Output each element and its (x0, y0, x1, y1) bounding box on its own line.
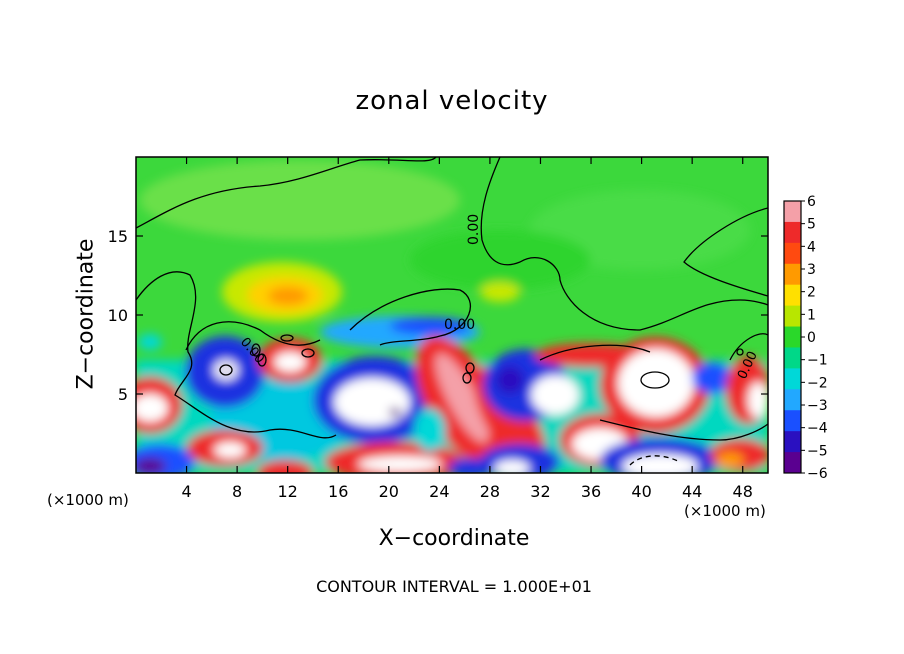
colorbar-label: 0 (807, 330, 816, 346)
y-tick-label: 15 (108, 227, 128, 246)
colorbar-label: 4 (807, 239, 816, 255)
colorbar-swatch (784, 452, 801, 474)
colorbar-swatch (784, 410, 801, 432)
colorbar-label: 1 (807, 307, 816, 323)
x-tick-label: 40 (631, 482, 651, 501)
colorbar-swatch (784, 284, 801, 307)
x-axis-label: X−coordinate (378, 526, 530, 551)
x-tick-label: 28 (480, 482, 500, 501)
colorbar: 6 5 4 3 2 1 0 −1 −2 −3 −4 −5 −6 (783, 194, 828, 482)
y-axis: 5 10 15 (108, 227, 768, 404)
colorbar-swatch (784, 201, 801, 223)
colorbar-label: −2 (807, 375, 828, 391)
colorbar-swatch (784, 431, 801, 453)
x-tick-label: 44 (682, 482, 702, 501)
colorbar-swatch (784, 242, 801, 265)
chart-title: zonal velocity (355, 86, 549, 116)
contour-label-2: 0.00 (444, 317, 475, 333)
x-tick-label: 36 (581, 482, 601, 501)
colorbar-label: −5 (807, 443, 828, 459)
colorbar-label: −1 (807, 353, 828, 369)
colorbar-label: −6 (807, 466, 828, 482)
colorbar-swatch (784, 389, 801, 411)
colorbar-swatch (784, 368, 801, 390)
y-tick-label: 5 (118, 385, 128, 404)
colorbar-label: 6 (807, 194, 816, 210)
x-tick-label: 16 (328, 482, 348, 501)
colorbar-label: 3 (807, 262, 816, 278)
colorbar-swatch (784, 326, 801, 348)
x-tick-label: 24 (429, 482, 449, 501)
colorbar-swatch (784, 305, 801, 328)
y-tick-label: 10 (108, 306, 128, 325)
x-tick-label: 20 (379, 482, 399, 501)
x-unit-label-left: (×1000 m) (47, 491, 129, 509)
contour-interval-note: CONTOUR INTERVAL = 1.000E+01 (316, 577, 592, 596)
x-tick-label: 12 (278, 482, 298, 501)
x-axis: 4 8 12 16 20 24 28 32 36 40 44 48 (181, 157, 753, 501)
contour-label-1: 0.00 (466, 214, 482, 245)
heatmap-field: 0.00 0.00 0.00 0.00 (136, 157, 768, 473)
colorbar-swatch (784, 347, 801, 369)
colorbar-label: 2 (807, 285, 816, 301)
colorbar-label: −3 (807, 398, 828, 414)
x-tick-label: 48 (733, 482, 753, 501)
colorbar-swatch (784, 263, 801, 286)
colorbar-label: −4 (807, 421, 828, 437)
y-axis-label: Z−coordinate (73, 238, 99, 390)
x-unit-label-right: (×1000 m) (684, 502, 766, 520)
x-tick-label: 4 (181, 482, 191, 501)
colorbar-label: 5 (807, 217, 816, 233)
x-tick-label: 8 (232, 482, 242, 501)
colorbar-swatch (784, 221, 801, 244)
x-tick-label: 32 (530, 482, 550, 501)
